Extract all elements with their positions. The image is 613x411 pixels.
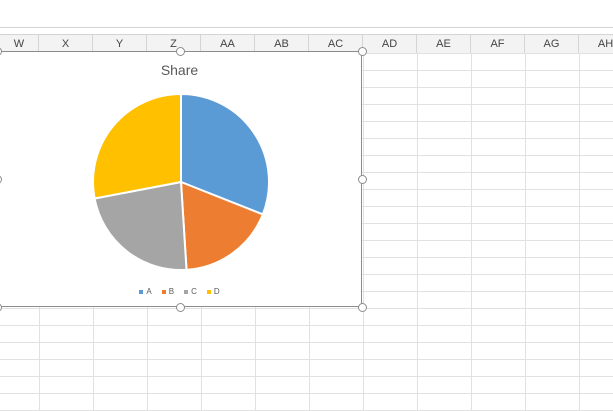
legend-swatch-b <box>161 289 166 294</box>
column-header-y[interactable]: Y <box>93 35 147 53</box>
legend-label-a: A <box>146 287 152 296</box>
resize-handle-top-right[interactable] <box>358 47 367 56</box>
pie-chart[interactable] <box>0 52 361 306</box>
column-header-af[interactable]: AF <box>471 35 525 53</box>
legend-swatch-a <box>139 289 144 294</box>
legend-label-c: C <box>191 287 197 296</box>
legend-label-d: D <box>213 287 220 296</box>
legend-item-c[interactable]: C <box>184 287 197 296</box>
column-header-ah[interactable]: AH <box>579 35 613 53</box>
column-header-ag[interactable]: AG <box>525 35 579 53</box>
chart-title[interactable]: Share <box>160 62 199 78</box>
pie-slice-a[interactable] <box>180 92 270 216</box>
chart-legend[interactable]: A B C D <box>0 287 361 296</box>
resize-handle-bottom-middle[interactable] <box>176 303 185 312</box>
pie-slice-b[interactable] <box>179 180 265 271</box>
legend-swatch-c <box>184 289 189 294</box>
column-header-z[interactable]: Z <box>147 35 201 53</box>
pie-slice-d[interactable] <box>92 92 182 200</box>
column-header-x[interactable]: X <box>39 35 93 53</box>
legend-item-b[interactable]: B <box>161 287 175 296</box>
column-header-aa[interactable]: AA <box>201 35 255 53</box>
pie-slice-c[interactable] <box>93 180 188 271</box>
formula-bar[interactable] <box>0 0 613 28</box>
resize-handle-bottom-right[interactable] <box>358 303 367 312</box>
resize-handle-top-middle[interactable] <box>176 47 185 56</box>
legend-swatch-d <box>206 289 211 294</box>
legend-item-a[interactable]: A <box>139 287 152 296</box>
legend-item-d[interactable]: D <box>206 287 220 296</box>
legend-label-b: B <box>168 287 175 296</box>
column-header-ab[interactable]: AB <box>255 35 309 53</box>
column-header-ac[interactable]: AC <box>309 35 363 53</box>
column-header-ae[interactable]: AE <box>417 35 471 53</box>
column-header-ad[interactable]: AD <box>363 35 417 53</box>
resize-handle-middle-right[interactable] <box>358 175 367 184</box>
column-header-w[interactable]: W <box>0 35 39 53</box>
chart-area[interactable]: Share A B C D <box>0 51 362 307</box>
